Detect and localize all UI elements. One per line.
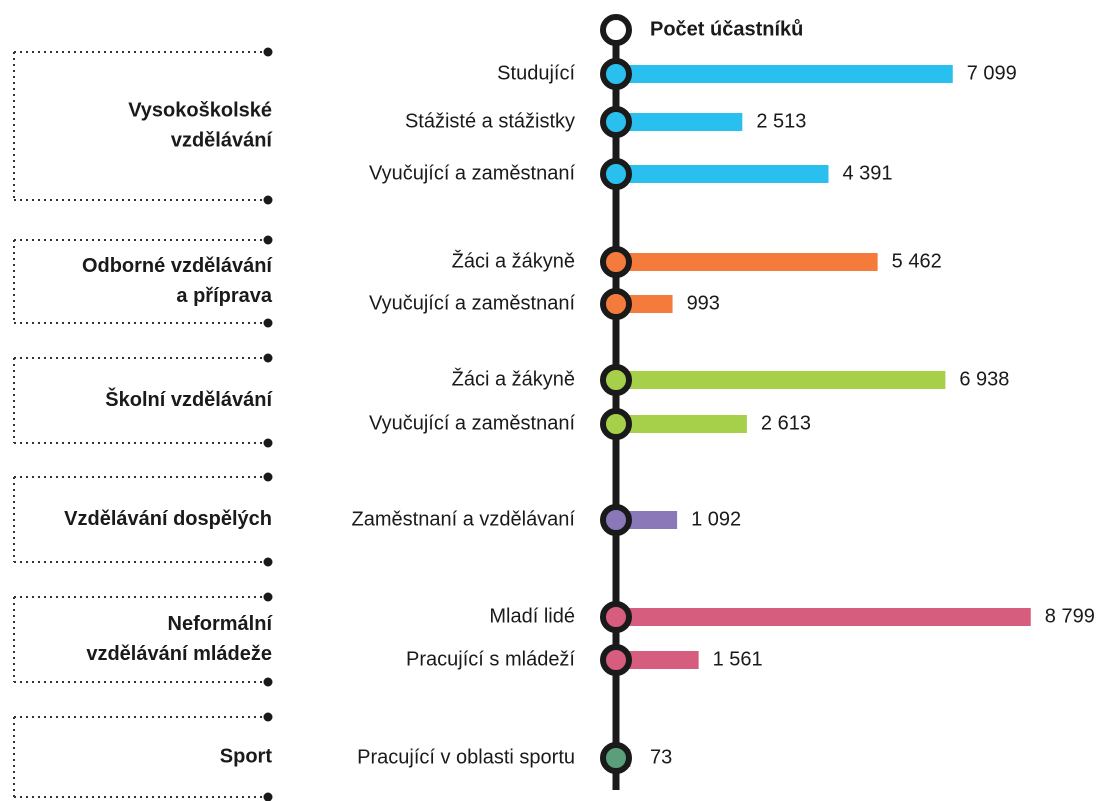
- row-marker: [600, 58, 632, 90]
- bracket-dot: [263, 472, 273, 482]
- category-label: Vyučující a zaměstnaní: [369, 162, 575, 184]
- bracket-dot: [263, 438, 273, 448]
- group-label: vzdělávání mládeže: [86, 643, 272, 665]
- bracket-dot: [263, 592, 273, 602]
- bar: [627, 651, 699, 669]
- bracket-dot: [263, 712, 273, 722]
- value-label: 5 462: [892, 250, 942, 272]
- bracket-dot: [263, 677, 273, 687]
- bracket-dot: [263, 47, 273, 57]
- group-label: vzdělávání: [171, 129, 274, 151]
- group-label: Neformální: [168, 613, 274, 635]
- group-label: Vzdělávání dospělých: [64, 508, 272, 530]
- group-label: Sport: [220, 745, 273, 767]
- group-label: Školní vzdělávání: [105, 387, 273, 411]
- category-label: Mladí lidé: [489, 605, 575, 627]
- row-marker: [600, 106, 632, 138]
- category-label: Žáci a žákyně: [452, 367, 575, 390]
- row-marker: [600, 601, 632, 633]
- bracket-dot: [263, 195, 273, 205]
- category-label: Zaměstnaní a vzdělávaní: [352, 508, 576, 530]
- bar: [627, 415, 747, 433]
- row-marker: [600, 742, 632, 774]
- group-label: a příprava: [176, 285, 272, 307]
- category-label: Studující: [497, 62, 575, 84]
- bar: [627, 113, 743, 131]
- row-marker: [600, 158, 632, 190]
- value-label: 73: [650, 746, 672, 768]
- bar: [627, 253, 878, 271]
- bar: [627, 511, 678, 529]
- category-label: Žáci a žákyně: [452, 249, 575, 272]
- row-marker: [600, 504, 632, 536]
- row-marker: [600, 644, 632, 676]
- legend-marker: [600, 14, 632, 46]
- row-marker: [600, 364, 632, 396]
- legend-title: Počet účastníků: [650, 18, 803, 40]
- bracket-dot: [263, 792, 273, 801]
- row-marker: [600, 408, 632, 440]
- category-label: Vyučující a zaměstnaní: [369, 292, 575, 314]
- value-label: 2 513: [756, 110, 806, 132]
- value-label: 1 092: [691, 508, 741, 530]
- value-label: 993: [687, 292, 720, 314]
- value-label: 7 099: [967, 62, 1017, 84]
- bracket-dot: [263, 353, 273, 363]
- value-label: 2 613: [761, 412, 811, 434]
- bar: [627, 65, 953, 83]
- value-label: 8 799: [1045, 605, 1095, 627]
- group-label: Vysokoškolské: [128, 99, 272, 121]
- bracket-dot: [263, 235, 273, 245]
- bar: [627, 371, 946, 389]
- category-label: Stážisté a stážistky: [405, 110, 575, 132]
- group-label: Odborné vzdělávání: [82, 255, 273, 277]
- bar: [627, 165, 829, 183]
- category-label: Pracující s mládeží: [406, 648, 575, 670]
- bracket-dot: [263, 557, 273, 567]
- value-label: 6 938: [959, 368, 1009, 390]
- bracket-dot: [263, 318, 273, 328]
- category-label: Pracující v oblasti sportu: [357, 746, 575, 768]
- row-marker: [600, 288, 632, 320]
- value-label: 4 391: [842, 162, 892, 184]
- bar: [627, 608, 1031, 626]
- category-label: Vyučující a zaměstnaní: [369, 412, 575, 434]
- bar: [627, 295, 673, 313]
- row-marker: [600, 246, 632, 278]
- value-label: 1 561: [713, 648, 763, 670]
